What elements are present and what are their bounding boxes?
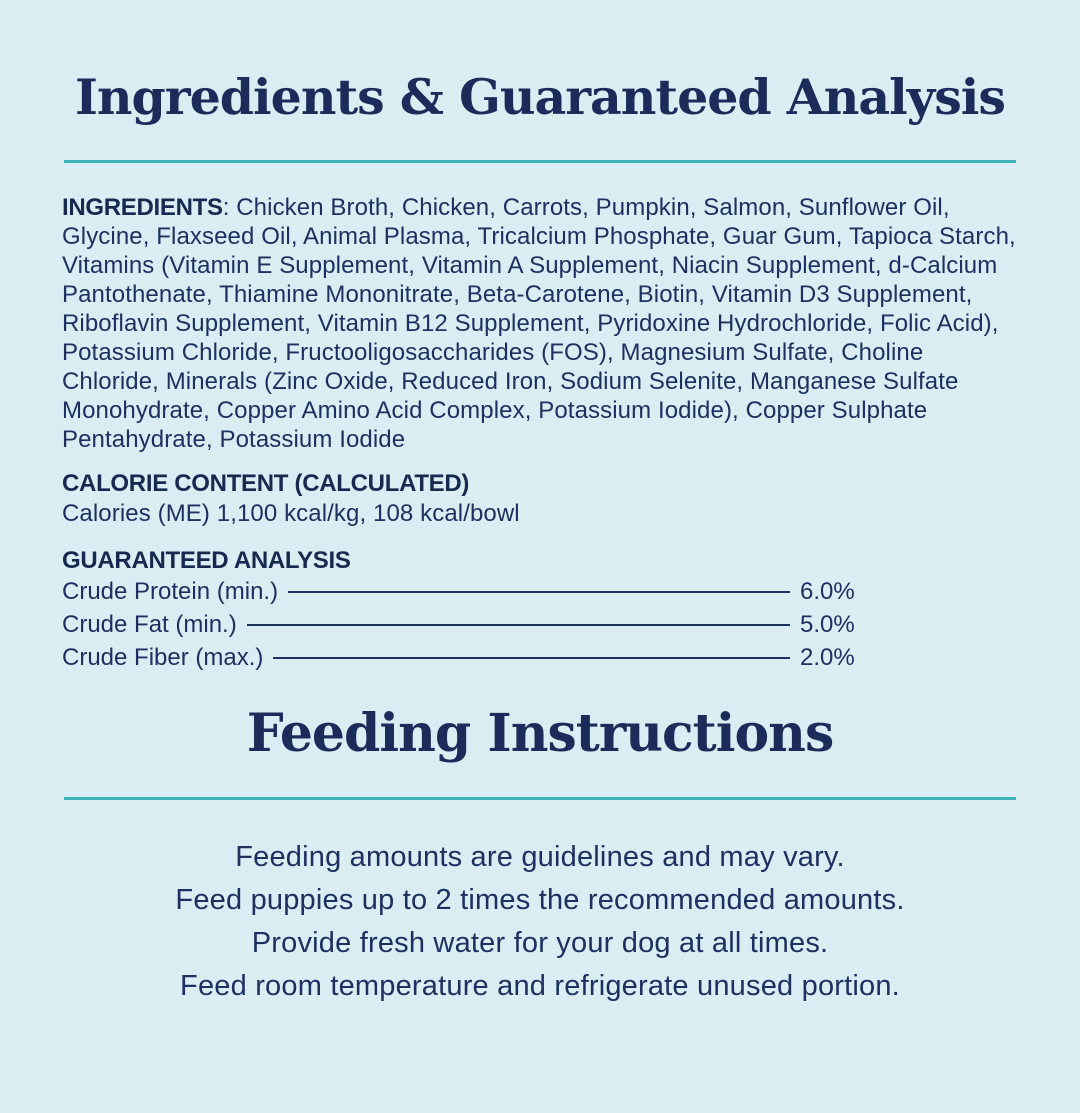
feeding-instructions-text: Feeding amounts are guidelines and may v…	[0, 836, 1080, 1008]
ga-row-label: Crude Fat (min.)	[62, 611, 237, 639]
ga-row-label: Crude Fiber (max.)	[62, 644, 264, 672]
section-divider	[64, 797, 1016, 801]
table-row: Crude Fiber (max.) 2.0%	[62, 642, 858, 675]
label-panel: Ingredients & Guaranteed Analysis INGRED…	[0, 33, 1080, 1009]
leader-line	[273, 657, 790, 660]
ingredients-analysis-title: Ingredients & Guaranteed Analysis	[74, 67, 1006, 126]
ingredients-text: : Chicken Broth, Chicken, Carrots, Pumpk…	[62, 193, 1016, 453]
ga-row-value: 5.0%	[800, 611, 855, 639]
ga-row-value: 2.0%	[800, 644, 855, 672]
feeding-instructions-title: Feeding Instructions	[246, 702, 834, 764]
leader-line	[246, 624, 790, 627]
section-divider	[64, 159, 1016, 163]
feeding-line: Feed puppies up to 2 times the recommend…	[175, 884, 905, 917]
ingredients-label: INGREDIENTS	[62, 193, 223, 221]
leader-line	[288, 591, 790, 594]
table-row: Crude Fat (min.) 5.0%	[62, 609, 858, 642]
guaranteed-analysis-table: Crude Protein (min.) 6.0% Crude Fat (min…	[62, 576, 858, 675]
feeding-line: Feed room temperature and refrigerate un…	[180, 970, 900, 1003]
calorie-content-heading: CALORIE CONTENT (CALCULATED)	[62, 469, 470, 497]
ga-row-value: 6.0%	[800, 578, 855, 606]
table-row: Crude Protein (min.) 6.0%	[62, 576, 858, 609]
feeding-line: Feeding amounts are guidelines and may v…	[235, 841, 845, 874]
ingredients-paragraph: INGREDIENTS: Chicken Broth, Chicken, Car…	[62, 193, 1018, 454]
ga-row-label: Crude Protein (min.)	[62, 578, 279, 606]
guaranteed-analysis-heading: GUARANTEED ANALYSIS	[62, 546, 351, 574]
calorie-content-text: Calories (ME) 1,100 kcal/kg, 108 kcal/bo…	[62, 499, 520, 527]
feeding-line: Provide fresh water for your dog at all …	[251, 927, 829, 960]
